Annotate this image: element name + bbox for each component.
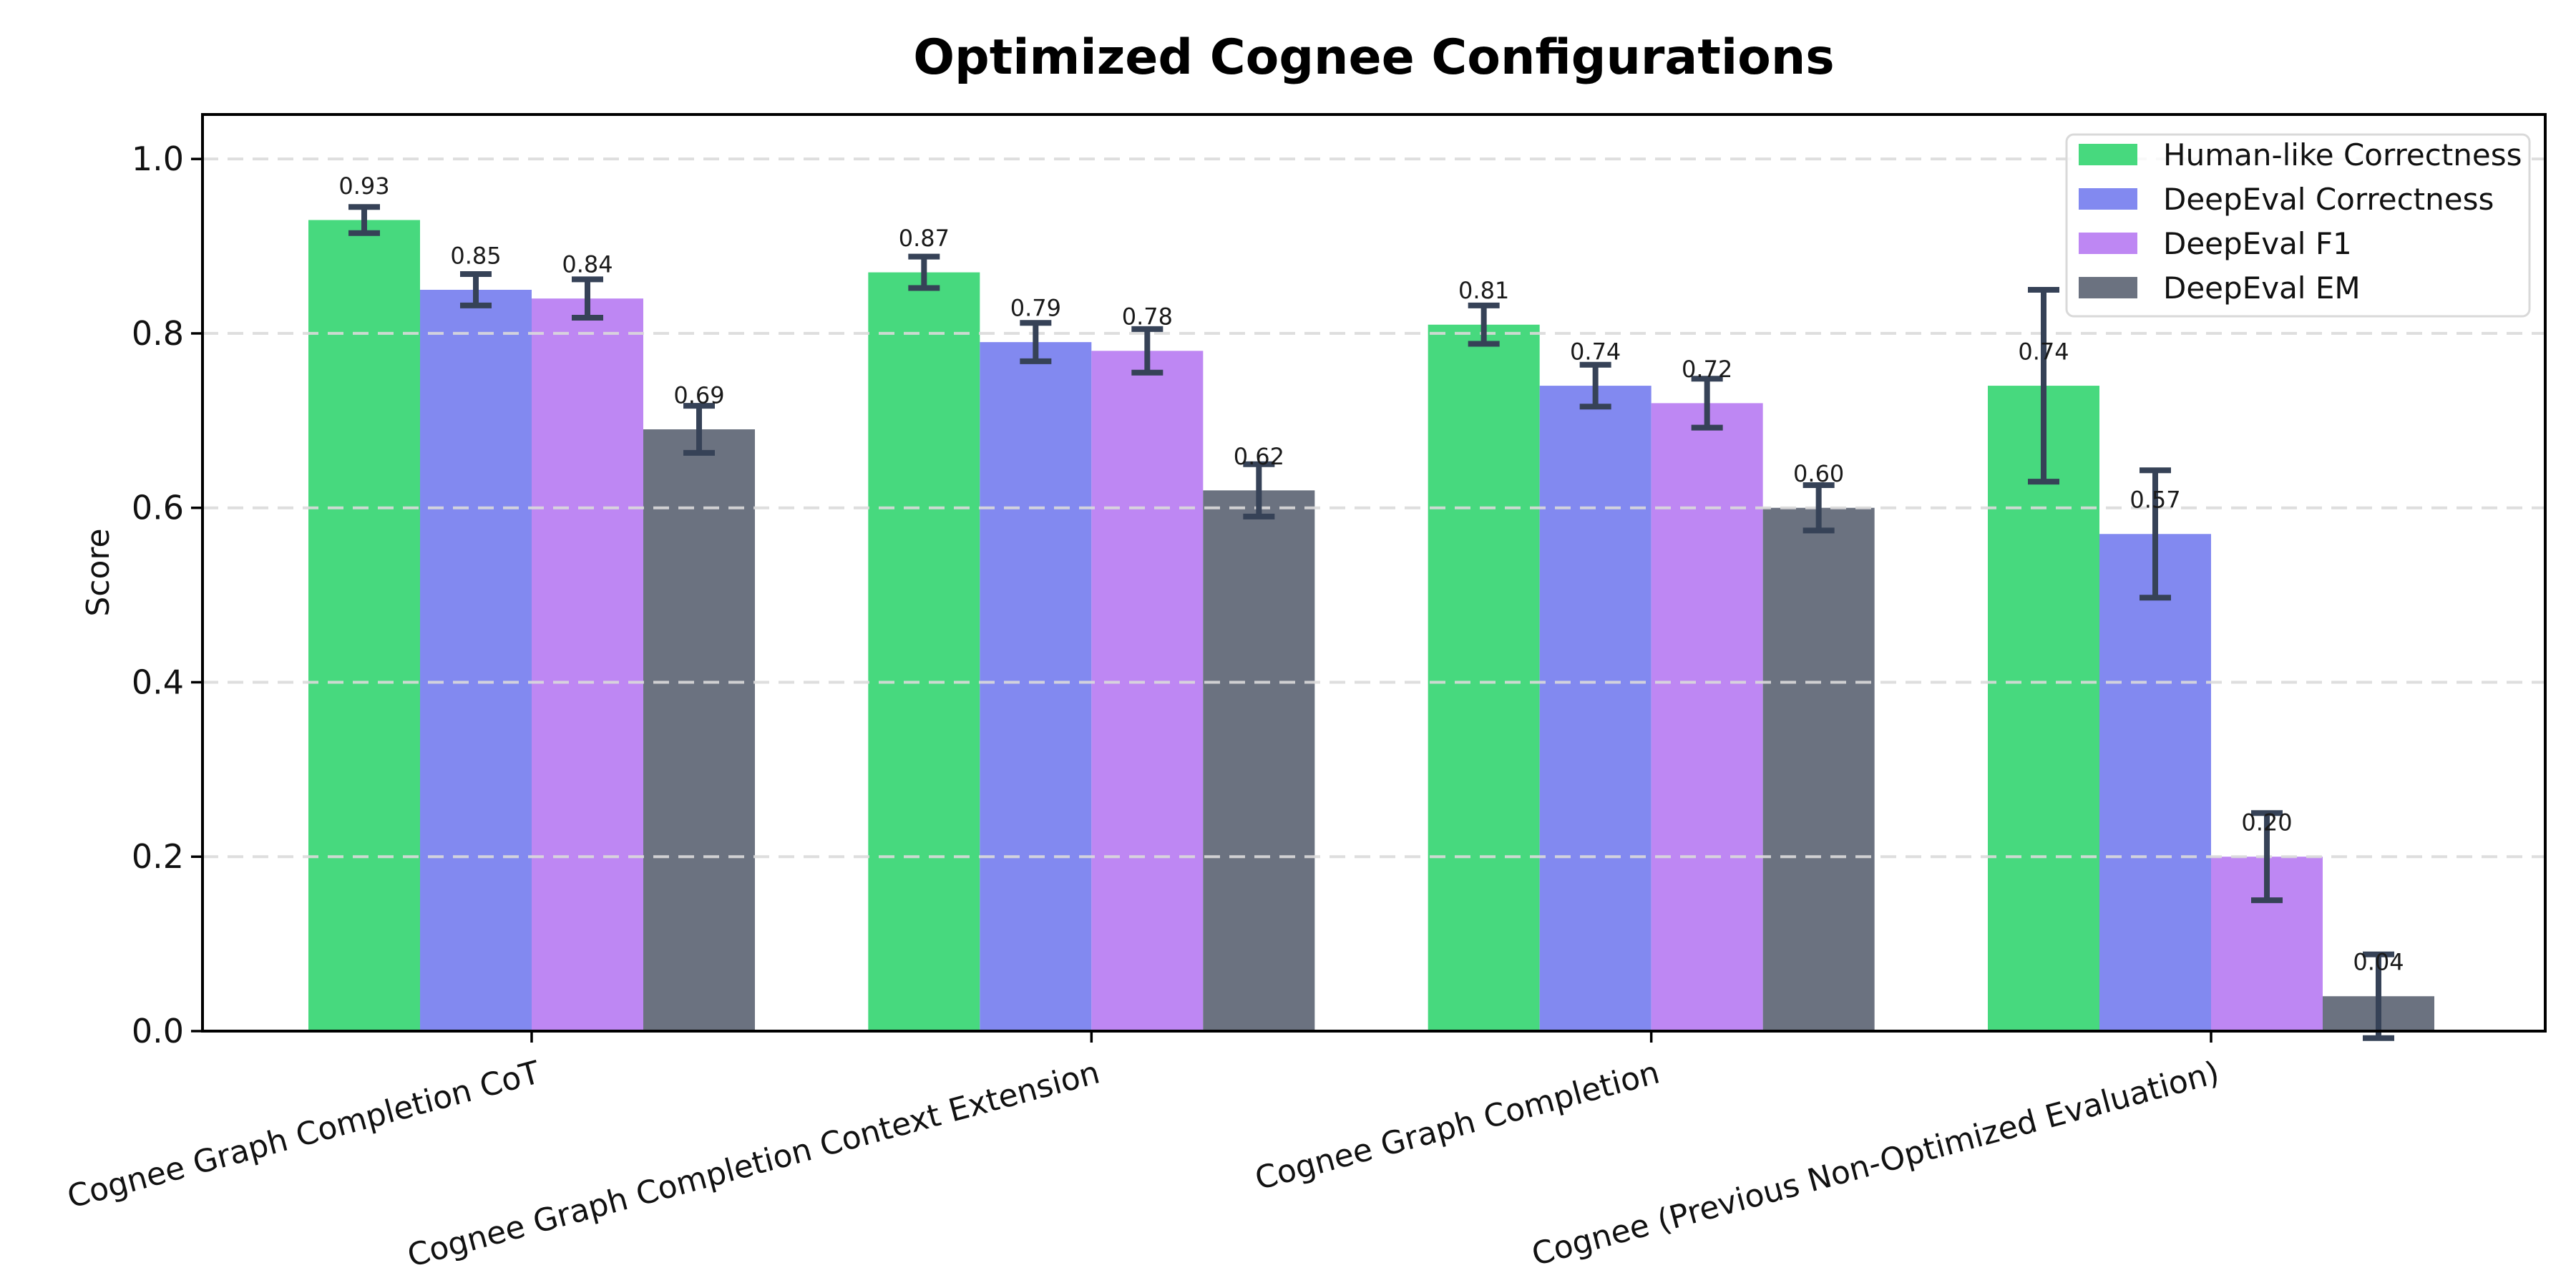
bar-value-label: 0.81	[1458, 277, 1509, 304]
bar-deepeval-correctness	[420, 289, 532, 1031]
bar-human-like-correctness	[1428, 324, 1540, 1031]
bar-human-like-correctness	[308, 220, 420, 1032]
legend-label-4: DeepEval EM	[2163, 270, 2361, 306]
legend-swatch-3	[2079, 233, 2137, 254]
bar-deepeval-f1	[532, 298, 643, 1032]
bar-value-label: 0.62	[1234, 443, 1284, 470]
bar-deepeval-em	[643, 429, 755, 1031]
bar-human-like-correctness	[1988, 386, 2099, 1031]
bar-human-like-correctness	[868, 272, 980, 1032]
bar-deepeval-f1	[1091, 351, 1204, 1031]
y-tick-label: 0.4	[132, 663, 184, 701]
bar-deepeval-correctness	[2099, 534, 2211, 1031]
legend-label-3: DeepEval F1	[2163, 226, 2352, 261]
x-tick-label: Cognee Graph Completion CoT	[64, 1054, 544, 1216]
legend-swatch-2	[2079, 188, 2137, 210]
chart-title: Optimized Cognee Configurations	[913, 29, 1834, 86]
y-tick-label: 0.8	[132, 314, 184, 353]
legend-label-2: DeepEval Correctness	[2163, 182, 2494, 217]
bar-value-label: 0.20	[2241, 809, 2292, 836]
bar-value-label: 0.74	[1570, 338, 1621, 365]
y-tick-label: 0.2	[132, 837, 184, 876]
bar-value-label: 0.74	[2018, 338, 2069, 365]
gridlines-layer	[203, 157, 2545, 859]
y-tick-label: 0.0	[132, 1012, 184, 1050]
bar-value-label: 0.60	[1793, 460, 1844, 487]
bars-layer	[308, 220, 2434, 1032]
x-tick-label: Cognee Graph Completion	[1252, 1054, 1664, 1197]
bar-value-label: 0.93	[338, 172, 389, 200]
legend-swatch-4	[2079, 277, 2137, 298]
bar-value-label: 0.87	[899, 225, 950, 252]
legend-swatch-1	[2079, 144, 2137, 165]
plot-border	[201, 113, 2547, 1033]
bar-deepeval-em	[1203, 490, 1315, 1031]
y-tick-label: 0.6	[132, 489, 184, 527]
bar-deepeval-correctness	[1539, 386, 1652, 1031]
legend: Human-like Correctness DeepEval Correctne…	[2065, 133, 2531, 318]
bar-value-label: 0.69	[673, 381, 724, 409]
error-bars-layer	[348, 204, 2394, 1041]
bar-value-label: 0.85	[450, 242, 501, 269]
bar-deepeval-em	[1762, 507, 1875, 1031]
bar-value-label: 0.78	[1122, 303, 1173, 331]
legend-box	[2065, 133, 2531, 318]
bar-value-label: 0.72	[1682, 356, 1732, 383]
y-axis-label: Score	[80, 528, 117, 616]
bar-value-label: 0.04	[2353, 949, 2404, 976]
y-tick-label: 1.0	[132, 140, 184, 178]
bar-deepeval-f1	[1651, 403, 1763, 1031]
bar-value-label: 0.79	[1010, 295, 1061, 322]
bar-value-label: 0.57	[2129, 487, 2180, 514]
bar-value-label: 0.84	[562, 251, 613, 278]
legend-label-1: Human-like Correctness	[2163, 137, 2522, 172]
value-labels-layer: 0.93 0.85 0.84 0.69 0.87 0.79 0.78 0.62 0.81 0.74…	[338, 172, 2404, 976]
bar-deepeval-correctness	[980, 342, 1092, 1031]
